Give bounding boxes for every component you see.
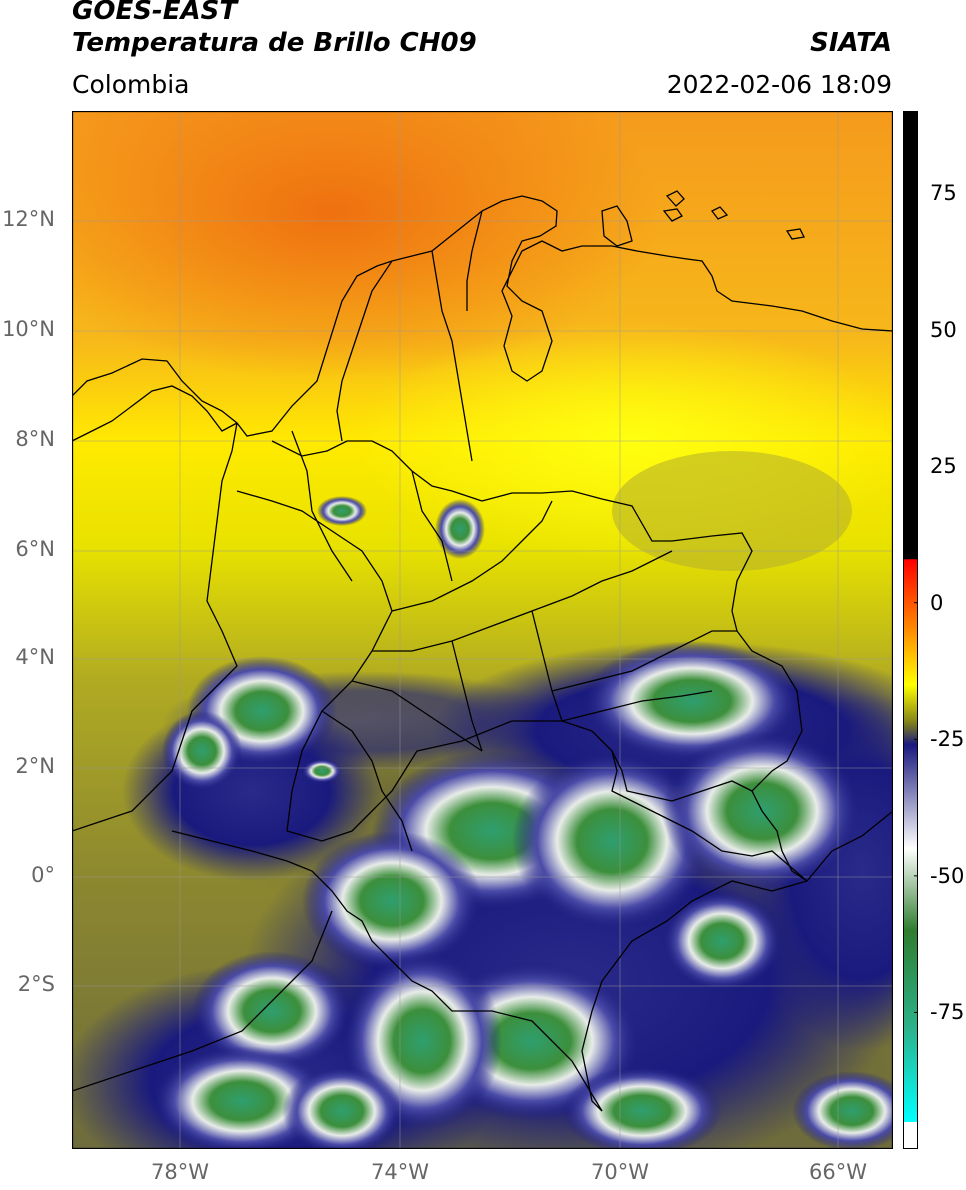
colorbar-tick-label: 25 [930,454,957,479]
colombia-border-south [581,880,808,1112]
colombia-border-east [481,490,808,882]
venezuela-border [611,750,753,802]
latitude-tick-label: 6°N [15,537,55,561]
inner-dept-15 [551,630,737,692]
inner-dept-14 [451,640,483,752]
latitude-tick-label: 10°N [2,317,55,341]
latitude-tick-label: 8°N [15,427,55,451]
inner-dept-6 [321,710,413,852]
agency-label: SIATA [810,28,892,58]
colorbar-tick-label: 50 [930,317,957,342]
pacific-coastline [72,422,238,832]
inner-dept-16 [561,690,713,722]
inner-dept-9 [466,210,483,311]
island-1 [665,190,685,207]
convective-core [302,759,342,783]
longitude-tick-label: 66°W [809,1160,867,1184]
convective-core [302,831,482,971]
convective-core [192,951,352,1071]
brazil-border [416,720,893,882]
latitude-tick-label: 4°N [15,645,55,669]
colorbar-tick-label: 0 [930,590,944,615]
map-frame [72,111,893,1149]
colorbar-tick-label: -50 [930,863,965,888]
longitude-tick-label: 78°W [151,1160,209,1184]
inner-dept-11 [411,470,453,582]
inner-dept-8 [431,250,473,462]
olive-patch [612,451,852,571]
convective-core [435,499,485,559]
convective-core [282,1066,402,1149]
latitude-tick-label: 2°N [15,754,55,778]
datetime-label: 2022-02-06 18:09 [666,70,892,99]
inner-dept-12 [286,750,418,842]
inner-dept-5 [351,680,483,752]
convective-core [562,1066,722,1149]
panama-outline [72,385,238,442]
warm-region [72,111,662,381]
borders [72,190,893,1112]
convective-core [792,1071,893,1149]
convective-core [512,751,712,931]
convective-core [317,496,367,526]
brightness-temperature-map [72,111,893,1149]
title-line-2: Temperatura de Brillo CH09 [72,28,477,58]
colorbar-tick-label: 75 [930,180,957,205]
title-line-1: GOES-EAST [72,0,238,26]
island-4 [711,206,729,220]
inner-dept-13 [531,610,563,722]
island-2 [601,205,633,247]
latitude-tick-label: 0° [31,863,55,887]
inner-dept-10 [291,430,353,582]
gridlines [72,111,893,1149]
convective-core [162,711,242,791]
latitude-tick-label: 12°N [2,207,55,231]
island-3 [662,208,683,222]
inner-dept-1 [271,440,483,502]
caribbean-coastline [72,195,893,437]
colorbar-frame [903,111,918,1149]
colorbar-tick-label: -25 [930,727,965,752]
colorbar-ticks [914,192,918,1013]
colorbar [903,111,918,1149]
longitude-tick-label: 74°W [371,1160,429,1184]
colorbar-tick-label: -75 [930,1000,965,1025]
convective-core [582,641,802,761]
colorbar-graphic [903,111,918,1149]
inner-dept-3 [391,500,553,612]
convective-core [662,891,782,991]
peru-border-2 [72,910,333,1092]
latitude-tick-label: 2°S [17,972,55,996]
ecuador-peru-border [171,830,603,1112]
region-label: Colombia [72,70,190,99]
colorbar-fill [903,111,918,1149]
inner-dept-7 [336,260,393,442]
longitude-tick-label: 70°W [591,1160,649,1184]
satellite-map [72,111,893,1149]
island-5 [785,228,805,240]
